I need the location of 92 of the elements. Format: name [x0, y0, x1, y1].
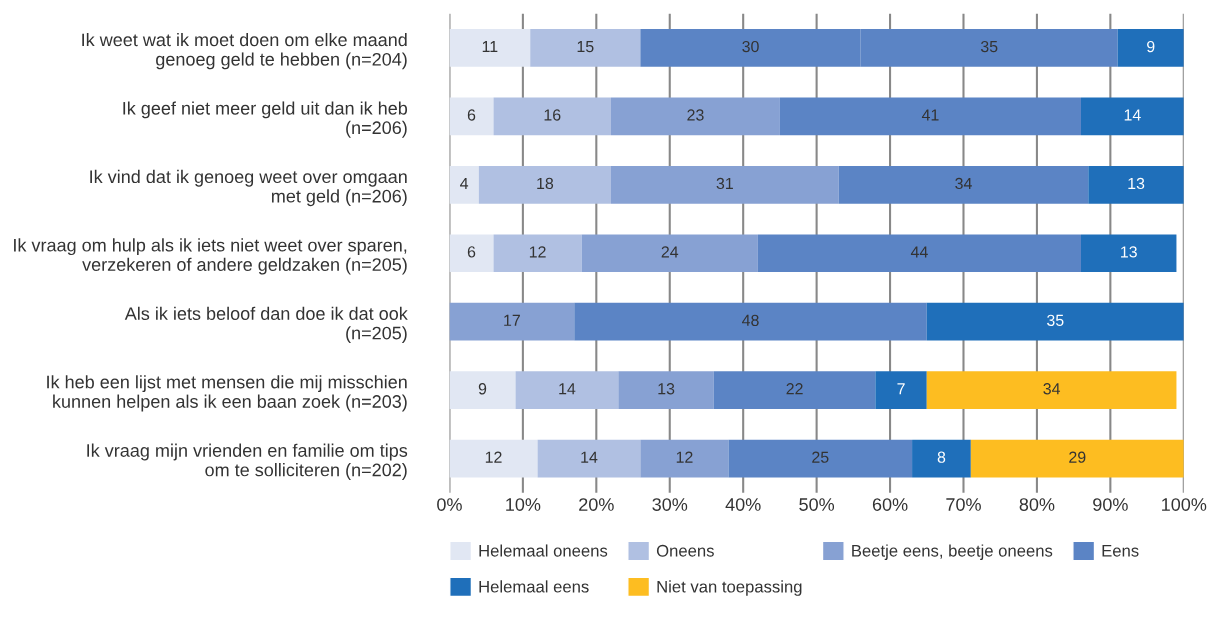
x-tick-label: 20% [579, 498, 614, 511]
bar [449, 97, 494, 136]
data-label: 35 [1047, 314, 1064, 326]
data-label: 35 [980, 40, 998, 53]
y-tick-label: Ik heb een lijst met mensen die mij misschien kunnen helpen als ik een baan zoek (n=203) [47, 375, 407, 412]
bar [875, 371, 927, 409]
x-tick-label: 40% [725, 498, 761, 511]
bar [912, 439, 971, 478]
bar [757, 234, 1081, 273]
bar [493, 234, 582, 273]
bar [618, 371, 714, 409]
bar [449, 439, 538, 478]
x-tick-label: 30% [652, 498, 688, 511]
data-label: 34 [1043, 383, 1061, 395]
bar [449, 29, 531, 67]
bar [493, 97, 611, 136]
data-label: 12 [529, 246, 546, 258]
x-tick-label: 0% [437, 498, 462, 511]
data-label: 18 [537, 177, 554, 190]
data-label: 13 [658, 383, 675, 395]
bar [779, 97, 1081, 136]
data-label: 31 [716, 177, 733, 190]
bar [515, 371, 619, 409]
bar [970, 439, 1184, 478]
y-tick-label: Ik geef niet meer geld uit dan ik heb (n=206) [123, 101, 408, 138]
bar [728, 439, 913, 478]
bar [530, 29, 641, 67]
y-tick-label: Als ik iets beloof dan doe ik dat ook (n=205) [124, 306, 408, 343]
bar [611, 165, 839, 204]
data-label: 12 [676, 451, 693, 463]
bar [449, 371, 516, 409]
data-label: 29 [1069, 451, 1086, 463]
data-label: 13 [1121, 246, 1137, 258]
data-label: 48 [742, 314, 759, 326]
legend-label: Beetje eens, beetje oneens [852, 544, 1053, 560]
data-label: 44 [910, 246, 928, 258]
y-tick-label: Ik vind dat ik genoeg weet over omgaan met geld (n=206) [90, 169, 407, 207]
data-label: 23 [687, 109, 704, 121]
data-label: 24 [661, 246, 679, 258]
data-label: 41 [921, 109, 939, 121]
bar [449, 302, 575, 341]
data-label: 6 [467, 246, 476, 258]
x-tick-label: 60% [872, 498, 908, 511]
data-label: 17 [504, 314, 520, 326]
bar [574, 302, 927, 341]
y-tick-label: Ik vraag om hulp als ik iets niet weet over sparen, verzekeren of andere geldzaken (n=205) [14, 238, 407, 275]
data-label: 14 [559, 383, 576, 395]
x-tick-label: 70% [946, 498, 981, 511]
bar [611, 97, 780, 136]
data-label: 14 [1124, 109, 1141, 121]
legend-label: Oneens [656, 544, 714, 557]
bar [449, 165, 479, 204]
bar [838, 165, 1089, 204]
bar [1080, 97, 1184, 136]
y-tick-label: Ik weet wat ik moet doen om elke maand genoeg geld te hebben (n=204) [82, 32, 407, 70]
data-label: 9 [478, 383, 487, 395]
data-label: 13 [1128, 177, 1145, 190]
bar [449, 234, 494, 273]
bar [926, 371, 1177, 409]
data-label: 25 [812, 451, 829, 463]
bar [478, 165, 611, 204]
bar [581, 234, 758, 273]
data-label: 6 [467, 109, 476, 121]
data-label: 11 [482, 41, 498, 53]
data-label: 12 [485, 451, 502, 463]
y-tick-label: Ik vraag mijn vrienden en familie om tips om te solliciteren (n=202) [87, 443, 408, 480]
x-tick-label: 50% [799, 498, 835, 511]
bar [926, 302, 1184, 341]
x-tick-label: 80% [1019, 498, 1055, 511]
x-tick-label: 90% [1093, 498, 1128, 511]
x-tick-label: 10% [506, 498, 541, 511]
data-label: 34 [955, 177, 972, 190]
data-label: 16 [544, 109, 561, 121]
data-label: 9 [1147, 40, 1155, 53]
x-tick-label: 100% [1162, 498, 1207, 511]
data-label: 22 [786, 383, 803, 395]
data-label: 15 [577, 41, 594, 53]
data-label: 8 [937, 451, 946, 463]
legend-label: Eens [1102, 545, 1139, 557]
data-label: 4 [460, 177, 469, 189]
bar [1117, 29, 1184, 67]
data-label: 14 [581, 451, 598, 463]
bar [640, 439, 729, 478]
bar [537, 439, 641, 478]
bar [1080, 234, 1177, 273]
data-label: 7 [897, 383, 905, 395]
legend-label: Helemaal oneens [479, 544, 608, 557]
bar [713, 371, 876, 409]
data-label: 30 [742, 40, 759, 53]
legend-label: Helemaal eens [479, 580, 589, 593]
legend-label: Niet van toepassing [657, 580, 802, 596]
bar [1088, 165, 1184, 204]
